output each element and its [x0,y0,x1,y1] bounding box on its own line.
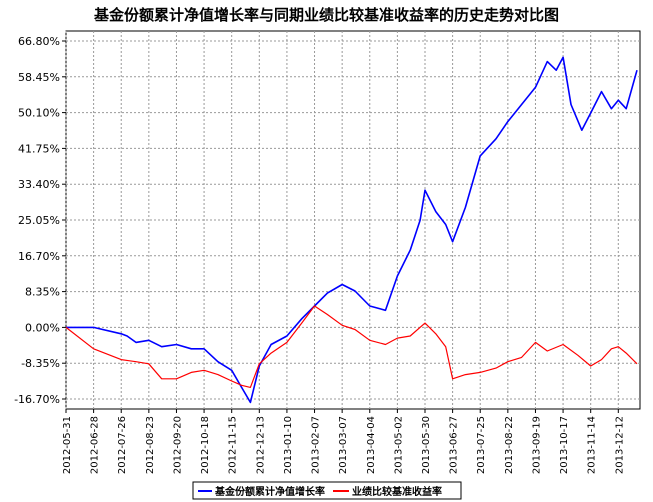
x-tick-label: 2013-08-22 [504,416,515,474]
x-tick-label: 2013-02-07 [311,416,322,474]
legend-label: 业绩比较基准收益率 [352,485,442,498]
x-tick-label: 2012-10-18 [200,416,211,474]
legend-label: 基金份额累计净值增长率 [214,485,325,498]
legend-box [192,481,462,500]
x-tick-label: 2012-05-31 [62,416,73,474]
x-tick-label: 2013-05-02 [393,416,404,474]
x-tick-label: 2013-10-17 [559,416,570,474]
y-tick-label: 50.10% [18,107,60,120]
y-tick-label: 41.75% [18,142,60,155]
series-layer [65,56,638,404]
y-tick-label: 66.80% [18,35,60,48]
y-tick-label: -8.35% [21,357,60,370]
y-tick-label: 33.40% [18,178,60,191]
x-tick-label: 2013-09-19 [531,416,542,474]
series-fund-nav-line [66,56,638,404]
series-benchmark-line [65,305,638,388]
x-tick-label: 2013-06-27 [449,416,460,474]
x-tick-label: 2012-12-13 [255,416,266,474]
x-tick-label: 2013-07-25 [476,416,487,474]
x-tick-label: 2012-09-20 [172,416,183,474]
x-tick-label: 2013-01-10 [283,416,294,474]
y-tick-label: 58.45% [18,71,60,84]
x-tick-label: 2012-06-28 [90,416,101,474]
x-axis: 2012-05-31 2012-06-28 2012-07-26 2012-08-23… [62,409,625,474]
y-axis: 66.80% 58.45% 50.10% 41.75% 33.40% 25.05% 16.7… [14,35,66,406]
legend: 基金份额累计净值增长率 业绩比较基准收益率 [192,481,462,500]
y-tick-label: -16.70% [14,393,60,406]
x-tick-label: 2013-03-07 [338,416,349,474]
x-tick-label: 2013-04-04 [366,416,377,474]
plot-area [65,30,641,410]
y-tick-label: 8.35% [25,286,60,299]
chart-title: 基金份额累计净值增长率与同期业绩比较基准收益率的历史走势对比图 [93,6,559,24]
x-tick-label: 2012-07-26 [117,416,128,474]
grid-layer [65,31,640,409]
x-tick-label: 2013-05-30 [421,416,432,474]
x-tick-label: 2012-08-23 [145,416,156,474]
y-tick-label: 16.70% [18,250,60,263]
y-tick-label: 0.00% [25,321,60,334]
x-tick-label: 2013-12-12 [614,416,625,474]
y-tick-label: 25.05% [18,214,60,227]
x-tick-label: 2012-11-15 [228,416,239,474]
x-tick-label: 2013-11-14 [587,416,598,474]
